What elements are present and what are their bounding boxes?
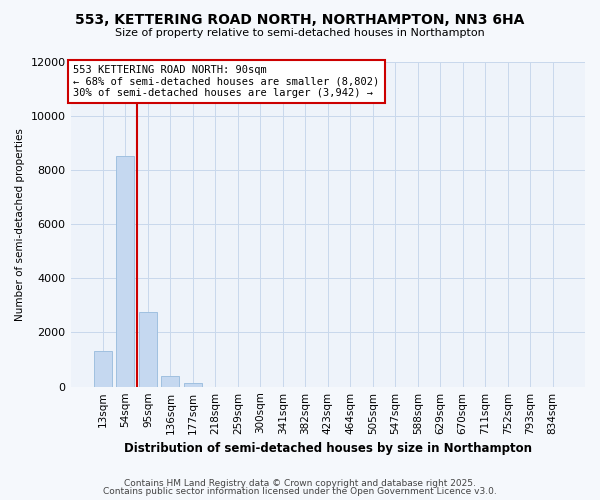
Text: 553, KETTERING ROAD NORTH, NORTHAMPTON, NN3 6HA: 553, KETTERING ROAD NORTH, NORTHAMPTON, … [76,12,524,26]
Bar [94,352,112,386]
Text: 553 KETTERING ROAD NORTH: 90sqm
← 68% of semi-detached houses are smaller (8,802: 553 KETTERING ROAD NORTH: 90sqm ← 68% of… [73,65,379,98]
Bar [161,376,179,386]
Text: Contains public sector information licensed under the Open Government Licence v3: Contains public sector information licen… [103,487,497,496]
Bar [139,312,157,386]
X-axis label: Distribution of semi-detached houses by size in Northampton: Distribution of semi-detached houses by … [124,442,532,455]
Text: Contains HM Land Registry data © Crown copyright and database right 2025.: Contains HM Land Registry data © Crown c… [124,478,476,488]
Bar [184,383,202,386]
Text: Size of property relative to semi-detached houses in Northampton: Size of property relative to semi-detach… [115,28,485,38]
Y-axis label: Number of semi-detached properties: Number of semi-detached properties [15,128,25,320]
Bar [116,156,134,386]
